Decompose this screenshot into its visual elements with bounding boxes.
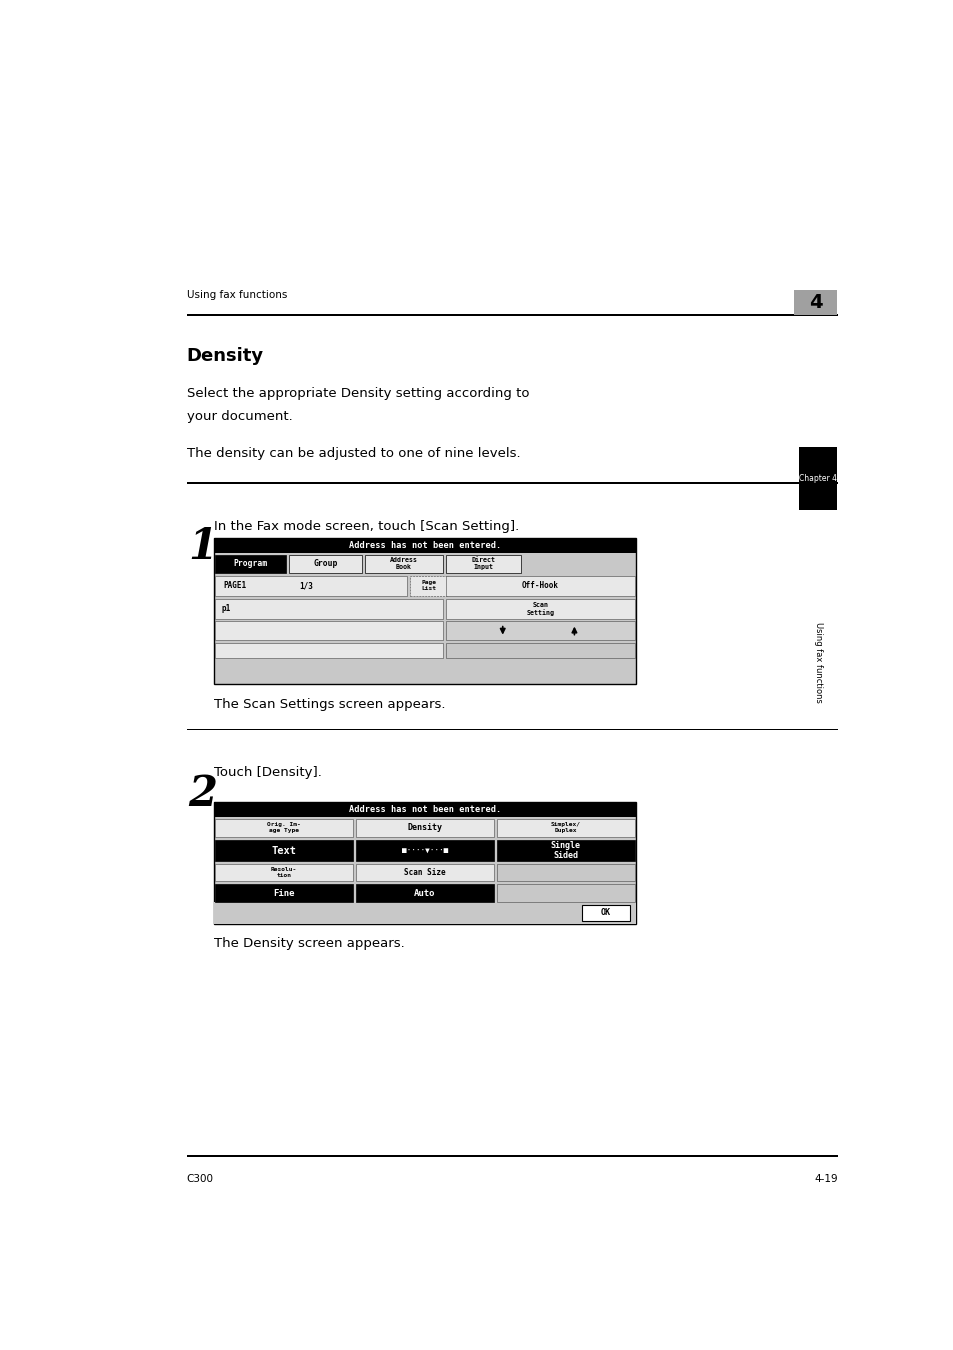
Text: Orig. Im-
age Type: Orig. Im- age Type (267, 822, 301, 833)
Text: Simplex/
Duplex: Simplex/ Duplex (550, 822, 580, 833)
Bar (798, 447, 836, 510)
Text: PAGE1: PAGE1 (223, 582, 246, 590)
Text: Density: Density (407, 824, 442, 833)
Bar (364, 555, 443, 572)
Text: Text: Text (272, 845, 296, 856)
Bar (215, 598, 443, 618)
Bar (187, 482, 837, 483)
Text: 4: 4 (808, 293, 821, 312)
Text: Density: Density (187, 347, 264, 364)
Bar (215, 864, 353, 882)
Text: The density can be adjusted to one of nine levels.: The density can be adjusted to one of ni… (187, 447, 519, 460)
Text: Select the appropriate Density setting according to: Select the appropriate Density setting a… (187, 387, 529, 400)
Text: ■····▼···■: ■····▼···■ (401, 846, 448, 855)
Text: Program: Program (233, 559, 268, 568)
Text: Using fax functions: Using fax functions (187, 290, 287, 300)
Text: Chapter 4: Chapter 4 (798, 474, 836, 483)
Bar (355, 818, 494, 837)
Text: Fine: Fine (274, 888, 294, 898)
Bar (355, 884, 494, 902)
Bar (446, 576, 634, 595)
Text: your document.: your document. (187, 410, 293, 423)
Text: Resolu-
tion: Resolu- tion (271, 867, 297, 878)
Bar (497, 818, 634, 837)
Bar (446, 555, 520, 572)
Text: The Scan Settings screen appears.: The Scan Settings screen appears. (213, 698, 445, 711)
Bar (213, 802, 636, 817)
Bar (215, 840, 353, 861)
Bar (213, 537, 636, 554)
Bar (215, 884, 353, 902)
Text: In the Fax mode screen, touch [Scan Setting].: In the Fax mode screen, touch [Scan Sett… (213, 520, 518, 533)
Bar (213, 802, 636, 923)
Text: Address has not been entered.: Address has not been entered. (349, 805, 500, 814)
Bar (215, 621, 443, 640)
Text: 1: 1 (188, 526, 217, 568)
Bar (215, 576, 406, 595)
Text: Address
Book: Address Book (390, 558, 417, 570)
Bar (215, 818, 353, 837)
Bar (446, 643, 634, 657)
Bar (497, 840, 634, 861)
Bar (446, 621, 634, 640)
Text: C300: C300 (187, 1173, 213, 1184)
Bar (355, 864, 494, 882)
Bar (187, 729, 837, 730)
Bar (794, 290, 836, 316)
Text: Using fax functions: Using fax functions (813, 622, 822, 703)
Text: Page
List: Page List (420, 580, 436, 591)
Bar (409, 576, 447, 595)
Bar (289, 555, 361, 572)
Bar (187, 315, 837, 316)
Text: Scan Size: Scan Size (404, 868, 445, 878)
Bar (497, 864, 634, 882)
Text: Off-Hook: Off-Hook (521, 582, 558, 590)
Text: Auto: Auto (414, 888, 436, 898)
Text: Touch [Density].: Touch [Density]. (213, 767, 321, 779)
Bar (355, 840, 494, 861)
Bar (497, 884, 634, 902)
Bar (215, 643, 443, 657)
Text: The Density screen appears.: The Density screen appears. (213, 937, 404, 950)
Text: 2: 2 (188, 772, 217, 814)
Bar (213, 902, 636, 923)
Bar (215, 555, 286, 572)
Text: Address has not been entered.: Address has not been entered. (349, 541, 500, 549)
Text: Direct
Input: Direct Input (471, 558, 495, 570)
Bar (213, 537, 636, 684)
Text: OK: OK (600, 909, 610, 918)
Bar (446, 598, 634, 618)
Text: 4-19: 4-19 (813, 1173, 837, 1184)
Text: Group: Group (313, 559, 337, 568)
Text: Scan
Setting: Scan Setting (526, 602, 554, 616)
Text: Single
Sided: Single Sided (550, 841, 580, 860)
Bar (187, 1156, 837, 1157)
Bar (581, 904, 629, 922)
Text: p1: p1 (221, 603, 231, 613)
Text: 1/3: 1/3 (299, 582, 313, 590)
